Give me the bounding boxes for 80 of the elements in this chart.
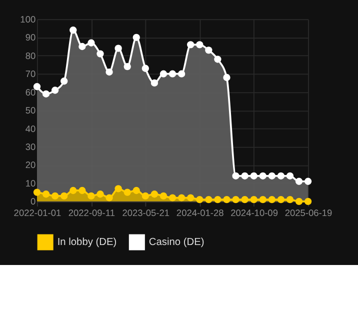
point (70, 26, 77, 34)
x-tick-label: 2022-01-01 (14, 208, 62, 218)
point (187, 41, 194, 48)
point (42, 190, 50, 198)
point (277, 196, 285, 204)
y-tick-label: 20 (25, 160, 36, 170)
x-tick-label: 2024-01-28 (176, 208, 224, 218)
point (78, 42, 86, 50)
point (168, 70, 176, 78)
point (42, 90, 50, 98)
point (160, 192, 168, 200)
point (96, 190, 104, 198)
point (142, 192, 150, 200)
point (196, 41, 204, 48)
point (160, 70, 168, 78)
y-tick-label: 90 (25, 32, 36, 43)
point (150, 190, 158, 198)
point (60, 192, 68, 200)
point (88, 39, 95, 46)
point (214, 196, 222, 204)
point (150, 79, 158, 87)
point (114, 44, 122, 52)
point (96, 50, 104, 58)
point (304, 178, 312, 185)
point (70, 186, 77, 194)
y-tick-label: 70 (25, 69, 36, 80)
point (250, 172, 258, 180)
point (33, 188, 41, 196)
point (142, 64, 150, 72)
point (114, 185, 122, 192)
y-tick-label: 0 (30, 196, 36, 207)
point (33, 83, 41, 90)
x-tick-label: 2025-06-19 (284, 208, 332, 218)
point (187, 194, 194, 202)
point (286, 172, 294, 180)
legend-label: Casino (DE) (148, 237, 204, 248)
point (205, 196, 212, 204)
point (178, 194, 186, 202)
point (106, 68, 113, 76)
point (223, 196, 230, 204)
point (168, 194, 176, 202)
point (286, 196, 294, 204)
point (250, 196, 258, 204)
point (78, 186, 86, 194)
point (60, 78, 68, 85)
y-tick-label: 10 (25, 178, 36, 188)
point (124, 62, 131, 70)
point (214, 56, 222, 63)
point (241, 196, 248, 204)
point (106, 194, 113, 202)
point (241, 172, 248, 180)
point (51, 192, 59, 200)
y-tick-label: 80 (25, 50, 36, 61)
point (178, 70, 186, 78)
point (132, 186, 140, 194)
point (277, 172, 285, 180)
x-tick-label: 2023-05-21 (122, 208, 170, 218)
point (132, 34, 140, 41)
point (295, 198, 303, 205)
point (124, 188, 131, 196)
point (295, 178, 303, 185)
point (196, 196, 204, 204)
x-tick-label: 2022-09-11 (68, 208, 115, 218)
point (223, 74, 230, 82)
point (259, 196, 266, 204)
y-tick-label: 60 (25, 87, 36, 98)
point (51, 86, 59, 94)
y-tick-label: 100 (20, 14, 36, 24)
point (232, 172, 240, 180)
point (88, 192, 95, 200)
point (205, 46, 212, 54)
point (268, 172, 276, 180)
y-tick-label: 50 (25, 106, 36, 116)
x-tick-label: 2024-10-09 (230, 208, 278, 218)
y-tick-label: 40 (25, 124, 36, 134)
point (232, 196, 240, 204)
legend-label: In lobby (DE) (57, 237, 117, 248)
y-tick-label: 30 (25, 142, 36, 152)
point (259, 172, 266, 180)
point (268, 196, 276, 204)
